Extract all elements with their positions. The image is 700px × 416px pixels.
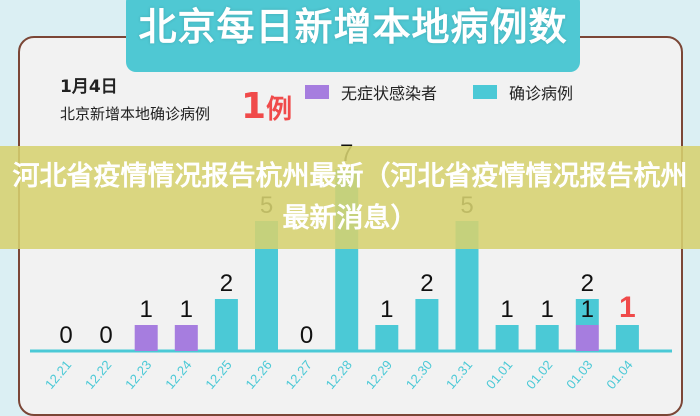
bar-confirmed <box>615 325 639 351</box>
bar-confirmed <box>375 325 399 351</box>
bar-confirmed <box>415 299 439 351</box>
highlight-number: 1 <box>241 86 267 127</box>
x-tick-label: 01.01 <box>483 357 515 392</box>
data-label: 0 <box>300 322 313 349</box>
bar-asymptomatic <box>174 325 198 351</box>
x-tick-label: 12.23 <box>122 357 154 392</box>
bar-asymptomatic <box>134 325 158 351</box>
legend-swatch <box>473 85 497 99</box>
data-label: 2 <box>220 270 233 297</box>
legend-confirmed: 确诊病例 <box>473 80 573 104</box>
data-label: 0 <box>99 322 112 349</box>
x-tick-label: 12.25 <box>202 357 234 392</box>
highlight-unit: 例 <box>266 95 293 125</box>
overlay-banner: 河北省疫情情况报告杭州最新（河北省疫情情况报告杭州最新消息） <box>0 146 700 249</box>
x-tick-label: 12.24 <box>162 357 194 392</box>
data-label: 2 <box>581 270 594 297</box>
bar-asymptomatic <box>575 325 599 351</box>
data-label: 1 <box>180 296 193 323</box>
x-tick-label: 12.31 <box>443 357 475 392</box>
subtitle: 北京新增本地确诊病例 <box>60 105 211 123</box>
x-tick-label: 12.29 <box>363 357 395 392</box>
x-tick-label: 12.26 <box>242 357 274 392</box>
data-label: 1 <box>380 296 393 323</box>
data-label: 2 <box>420 270 433 297</box>
x-tick-label: 12.27 <box>282 357 314 392</box>
bar-confirmed <box>575 299 599 325</box>
bar-confirmed <box>535 325 559 351</box>
x-tick-label: 01.03 <box>563 357 595 392</box>
legend-asymptomatic: 无症状感染者 <box>305 80 437 104</box>
highlight-count: 1例 <box>241 86 292 127</box>
bar-confirmed <box>495 325 519 351</box>
chart-title: 北京每日新增本地病例数 <box>126 0 580 72</box>
bar-confirmed <box>255 221 278 351</box>
data-label: 0 <box>59 322 72 349</box>
bar-confirmed <box>214 299 238 351</box>
bar-confirmed <box>455 221 479 351</box>
legend-label: 确诊病例 <box>509 84 574 103</box>
date-label: 1月4日 <box>60 77 118 97</box>
legend-label: 无症状感染者 <box>341 84 438 103</box>
x-tick-label: 12.21 <box>42 357 74 392</box>
x-tick-label: 01.04 <box>603 357 635 392</box>
x-tick-label: 12.22 <box>82 357 114 392</box>
inner-data-label: 1 <box>581 296 594 323</box>
x-tick-label: 12.30 <box>403 357 435 392</box>
x-tick-label: 01.02 <box>523 357 555 392</box>
data-label: 1 <box>500 296 513 323</box>
bar-chart: 012.21012.22112.23112.24212.25512.26012.… <box>30 140 672 392</box>
data-label: 1 <box>541 296 554 323</box>
data-label: 1 <box>619 291 636 324</box>
legend-swatch <box>305 85 329 99</box>
x-tick-label: 12.28 <box>323 357 355 392</box>
data-label: 1 <box>140 296 153 323</box>
